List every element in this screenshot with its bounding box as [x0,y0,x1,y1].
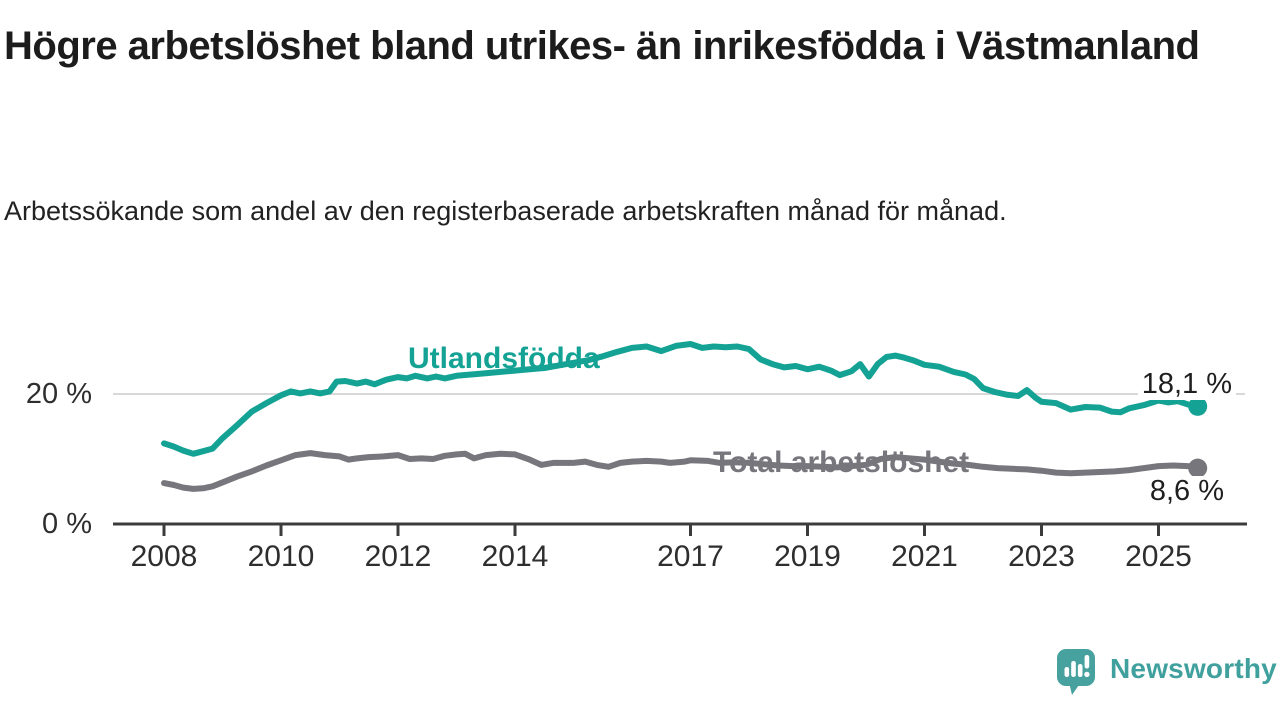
x-tick-label-2021: 2021 [891,540,958,573]
bar-chart-speech-bubble-icon [1057,649,1095,695]
x-tick-label-2014: 2014 [481,540,549,573]
newsworthy-wordmark: Newsworthy [1110,653,1277,684]
value-label-total-arbetsloshet: 8,6 % [1145,476,1228,507]
y-axis-tick-label-0: 0 % [42,508,92,540]
line-utlandsf-dda [161,341,1201,457]
page-subtitle: Arbetssökande som andel av den registerb… [4,196,1007,226]
x-tick-label-2017: 2017 [657,540,724,573]
x-tick-label-2012: 2012 [364,540,432,573]
line-total-arbetsl-shet [161,450,1201,492]
end-dot-total-arbetsl-shet [1188,458,1208,478]
newsworthy-logo: Newsworthy [1056,648,1277,696]
x-tick-label-2008: 2008 [130,540,198,573]
x-tick-label-2019: 2019 [774,540,841,573]
x-tick-label-2010: 2010 [247,540,315,573]
end-dot-utlandsf-dda [1188,396,1208,416]
y-axis-tick-label-20: 20 % [25,378,92,410]
x-tick-label-2025: 2025 [1125,540,1192,573]
page-title: Högre arbetslöshet bland utrikes- än inr… [4,24,1200,68]
value-label-utlandsfodda: 18,1 % [1137,369,1236,400]
x-tick-label-2023: 2023 [1008,540,1075,573]
series-label-utlandsfodda: Utlandsfödda [408,342,600,375]
series-label-total-arbetsloshet: Total arbetslöshet [713,446,970,479]
